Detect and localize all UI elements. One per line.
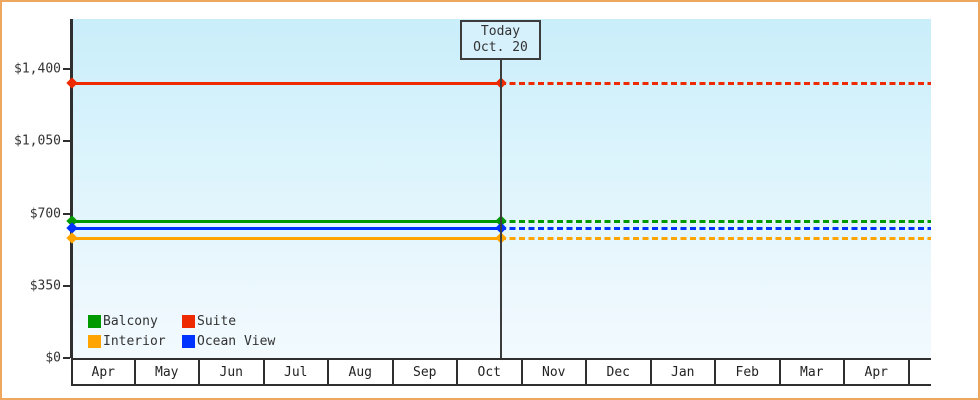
- month-cell-aug: Aug: [329, 360, 394, 384]
- series-line-dashed-interior: [500, 236, 931, 240]
- series-line-solid-ocean-view: [71, 227, 500, 231]
- y-tick-mark: [63, 140, 70, 143]
- legend-swatch-ocean-view: [182, 334, 195, 348]
- legend-item-balcony: Balcony: [88, 314, 182, 329]
- month-cell-empty: [910, 360, 932, 384]
- month-cell-nov: Nov: [523, 360, 587, 384]
- month-label: May: [155, 364, 179, 380]
- legend-row: Interior Ocean View: [88, 334, 275, 349]
- month-label: Feb: [735, 364, 759, 380]
- series-line-solid-interior: [71, 236, 500, 240]
- legend-row: Balcony Suite: [88, 314, 236, 329]
- legend-swatch-balcony: [88, 314, 101, 328]
- legend-label: Balcony: [103, 313, 158, 329]
- month-cell-may: May: [136, 360, 200, 384]
- series-line-solid-balcony: [71, 220, 500, 224]
- month-cell-jun: Jun: [200, 360, 265, 384]
- y-tick-label: $350: [29, 278, 61, 294]
- plot-area: [73, 19, 931, 358]
- series-line-dashed-suite: [500, 81, 931, 85]
- month-label: Mar: [800, 364, 824, 380]
- y-tick-label: $0: [45, 350, 61, 366]
- today-vertical-line: [500, 60, 502, 358]
- month-cell-feb: Feb: [716, 360, 781, 384]
- y-tick-label: $1,400: [14, 61, 61, 77]
- legend-label: Ocean View: [197, 333, 276, 349]
- legend-swatch-suite: [182, 314, 195, 328]
- month-cell-apr: Apr: [71, 360, 136, 384]
- today-label: Today: [480, 24, 521, 39]
- y-tick-mark: [63, 212, 70, 215]
- series-line-solid-suite: [71, 81, 500, 85]
- legend-label: Interior: [103, 333, 166, 349]
- month-label: Jul: [284, 364, 308, 380]
- series-line-dashed-balcony: [500, 220, 931, 224]
- month-cell-mar: Mar: [781, 360, 845, 384]
- month-label: Sep: [413, 364, 437, 380]
- y-tick-label: $700: [29, 206, 61, 221]
- month-label: Jun: [219, 364, 243, 380]
- month-cell-oct: Oct: [458, 360, 523, 384]
- y-tick-mark: [63, 68, 70, 70]
- legend-item-interior: Interior: [88, 334, 182, 349]
- month-cell-jan: Jan: [652, 360, 716, 384]
- legend-swatch-interior: [88, 334, 101, 348]
- legend-item-ocean-view: Ocean View: [182, 334, 275, 349]
- month-label: Apr: [864, 364, 888, 380]
- month-label: Oct: [477, 364, 501, 380]
- y-tick-mark: [63, 284, 70, 287]
- month-cell-jul: Jul: [265, 360, 329, 384]
- month-cell-apr: Apr: [845, 360, 910, 384]
- y-tick-label: $1,050: [14, 133, 61, 149]
- today-date-label: Oct. 20: [473, 40, 528, 55]
- legend-item-suite: Suite: [182, 314, 236, 329]
- month-label: Dec: [606, 364, 630, 380]
- month-label: Nov: [542, 364, 566, 380]
- month-label: Apr: [91, 364, 115, 380]
- x-axis-month-band: Apr May Jun Jul Aug Sep Oct Nov Dec Jan Feb Mar Apr: [71, 358, 931, 386]
- today-annotation-box: Today Oct. 20: [460, 20, 541, 60]
- y-tick-mark: [63, 357, 70, 359]
- month-label: Jan: [671, 364, 695, 380]
- month-cell-dec: Dec: [587, 360, 652, 384]
- legend-label: Suite: [197, 313, 237, 329]
- month-cell-sep: Sep: [394, 360, 458, 384]
- y-axis-line: [70, 19, 73, 358]
- series-line-dashed-ocean-view: [500, 227, 931, 231]
- month-label: Aug: [348, 364, 372, 380]
